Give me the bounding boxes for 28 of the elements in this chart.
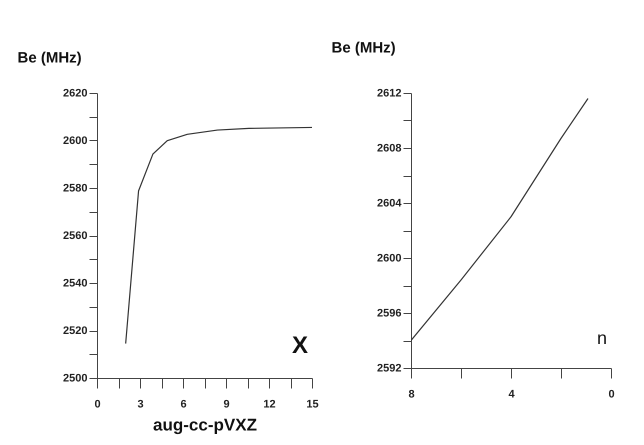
x-tick-label: 6: [180, 398, 187, 410]
y-tick-label: 2596: [377, 308, 402, 320]
y-tick-label: 2560: [63, 230, 88, 242]
x-tick-label: 15: [306, 398, 319, 410]
x-tick-label: 0: [608, 388, 615, 400]
y-axis-title: Be (MHz): [18, 50, 82, 66]
y-tick-label: 2520: [63, 325, 88, 337]
y-tick-label: 2608: [377, 142, 402, 154]
y-tick-label: 2620: [63, 88, 88, 100]
x-tick-label: 4: [508, 388, 516, 400]
x-tick-label: 0: [94, 398, 101, 410]
annotation: n: [596, 328, 607, 348]
y-tick-label: 2592: [377, 362, 402, 374]
x-tick-label: 8: [408, 388, 415, 400]
x-tick-label: 9: [223, 398, 230, 410]
y-tick-label: 2580: [63, 182, 88, 194]
y-tick-label: 2604: [377, 198, 402, 210]
y-axis-title: Be (MHz): [332, 40, 396, 56]
y-tick-label: 2600: [63, 135, 88, 147]
annotation: X: [292, 332, 308, 359]
line-series: [411, 98, 589, 342]
x-tick-label: 12: [263, 398, 276, 410]
y-tick-label: 2600: [377, 252, 402, 264]
x-axis-title: aug-cc-pVXZ: [153, 416, 257, 434]
x-tick-label: 3: [137, 398, 144, 410]
y-tick-label: 2612: [377, 88, 402, 100]
y-tick-label: 2540: [63, 278, 88, 290]
y-tick-label: 2500: [63, 372, 88, 384]
